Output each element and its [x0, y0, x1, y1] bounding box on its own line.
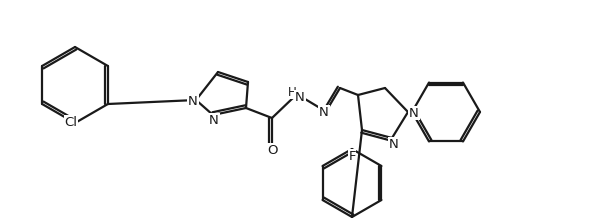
Text: O: O	[267, 143, 277, 157]
Text: N: N	[209, 114, 219, 126]
Text: H: H	[288, 85, 297, 99]
Text: N: N	[409, 107, 419, 119]
Text: F: F	[348, 150, 356, 162]
Text: Cl: Cl	[65, 116, 78, 128]
Text: N: N	[295, 90, 305, 104]
Text: N: N	[188, 94, 198, 107]
Text: N: N	[319, 106, 329, 119]
Text: N: N	[389, 138, 399, 150]
